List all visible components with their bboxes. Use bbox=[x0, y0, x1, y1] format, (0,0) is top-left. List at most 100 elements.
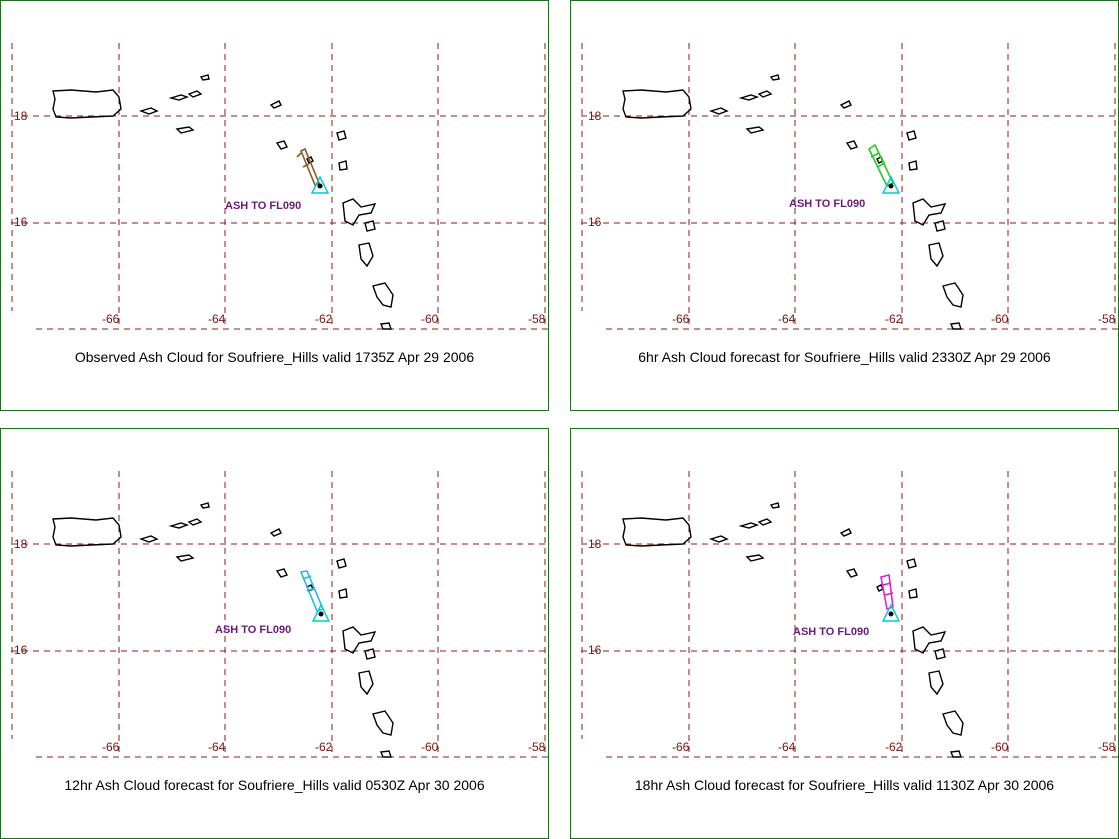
lon-label-66: -66 bbox=[672, 312, 690, 326]
island-puerto-rico bbox=[622, 89, 692, 119]
island-guadeloupe bbox=[342, 626, 377, 654]
map-canvas bbox=[581, 43, 1118, 330]
lat-label-16: 16 bbox=[588, 643, 602, 657]
island-vieques bbox=[708, 535, 729, 543]
ash-cloud-outline bbox=[867, 143, 895, 188]
island-virgin-islands-2 bbox=[757, 518, 773, 526]
island-anguilla bbox=[269, 528, 282, 537]
island-dominica bbox=[928, 670, 944, 696]
volcano-dot bbox=[317, 183, 323, 189]
island-virgin-islands-3 bbox=[199, 502, 210, 509]
lon-label-62: -62 bbox=[885, 740, 903, 754]
island-guadeloupe bbox=[912, 198, 947, 226]
map-canvas bbox=[11, 471, 548, 758]
island-st-kitts bbox=[845, 140, 858, 150]
island-barbuda bbox=[908, 588, 918, 599]
island-montserrat bbox=[306, 156, 314, 164]
volcano-marker bbox=[881, 603, 901, 622]
island-antigua bbox=[336, 558, 347, 569]
volcano-dot bbox=[888, 183, 894, 189]
lon-label-58: -58 bbox=[528, 312, 546, 326]
map-panel-observed: 18 16 -66 -64 -62 -60 -58 ASH TO FL090 O… bbox=[0, 0, 549, 411]
lon-label-60: -60 bbox=[991, 312, 1009, 326]
island-martinique bbox=[942, 282, 964, 308]
island-marie-galante bbox=[364, 648, 376, 660]
ash-label: ASH TO FL090 bbox=[793, 626, 870, 638]
lon-label-62: -62 bbox=[885, 312, 903, 326]
island-puerto-rico bbox=[52, 517, 122, 547]
map-canvas bbox=[581, 471, 1118, 758]
island-st-croix bbox=[175, 554, 195, 562]
island-virgin-islands-3 bbox=[769, 502, 780, 509]
lon-label-60: -60 bbox=[991, 740, 1009, 754]
island-barbuda bbox=[338, 588, 348, 599]
map-panel-18hr: 18 16 -66 -64 -62 -60 -58 ASH TO FL090 1… bbox=[570, 428, 1119, 839]
lon-label-58: -58 bbox=[1098, 740, 1116, 754]
lon-label-60: -60 bbox=[421, 312, 439, 326]
island-martinique bbox=[942, 710, 964, 736]
island-virgin-islands-1 bbox=[168, 94, 190, 101]
lat-label-18: 18 bbox=[588, 537, 602, 551]
lon-label-66: -66 bbox=[102, 740, 120, 754]
island-vieques bbox=[138, 535, 159, 543]
lon-label-62: -62 bbox=[315, 312, 333, 326]
volcano-marker bbox=[311, 603, 331, 622]
island-vieques bbox=[138, 107, 159, 115]
island-virgin-islands-3 bbox=[199, 74, 210, 81]
lat-label-18: 18 bbox=[588, 109, 602, 123]
volcano-marker bbox=[310, 175, 330, 194]
island-st-lucia bbox=[950, 322, 962, 330]
map-canvas bbox=[11, 43, 548, 330]
island-anguilla bbox=[839, 100, 852, 109]
lon-label-66: -66 bbox=[102, 312, 120, 326]
lon-label-66: -66 bbox=[672, 740, 690, 754]
island-virgin-islands-1 bbox=[168, 522, 190, 529]
island-dominica bbox=[928, 242, 944, 268]
island-antigua bbox=[906, 130, 917, 141]
island-anguilla bbox=[839, 528, 852, 537]
lat-label-16: 16 bbox=[14, 215, 28, 229]
island-guadeloupe bbox=[912, 626, 947, 654]
island-dominica bbox=[358, 670, 374, 696]
map-panel-12hr: 18 16 -66 -64 -62 -60 -58 ASH TO FL090 1… bbox=[0, 428, 549, 839]
island-virgin-islands-2 bbox=[187, 90, 203, 98]
lon-label-64: -64 bbox=[778, 740, 796, 754]
volcano-dot bbox=[888, 611, 894, 617]
island-st-kitts bbox=[845, 568, 858, 578]
ash-cloud-outline bbox=[880, 574, 894, 611]
lat-label-18: 18 bbox=[14, 537, 28, 551]
lat-label-16: 16 bbox=[14, 643, 28, 657]
ash-label: ASH TO FL090 bbox=[215, 624, 292, 636]
ash-label: ASH TO FL090 bbox=[789, 198, 866, 210]
island-barbuda bbox=[338, 160, 348, 171]
panel-caption: Observed Ash Cloud for Soufriere_Hills v… bbox=[74, 349, 475, 365]
island-dominica bbox=[358, 242, 374, 268]
panel-caption: 6hr Ash Cloud forecast for Soufriere_Hil… bbox=[638, 349, 1051, 365]
island-st-kitts bbox=[275, 140, 288, 150]
island-st-kitts bbox=[275, 568, 288, 578]
island-st-croix bbox=[745, 554, 765, 562]
island-guadeloupe bbox=[342, 198, 377, 226]
island-virgin-islands-3 bbox=[769, 74, 780, 81]
island-vieques bbox=[708, 107, 729, 115]
lat-label-16: 16 bbox=[588, 215, 602, 229]
island-antigua bbox=[336, 130, 347, 141]
island-puerto-rico bbox=[622, 517, 692, 547]
lon-label-60: -60 bbox=[421, 740, 439, 754]
lon-label-62: -62 bbox=[315, 740, 333, 754]
volcano-dot bbox=[318, 611, 324, 617]
map-panel-6hr: 18 16 -66 -64 -62 -60 -58 ASH TO FL090 6… bbox=[570, 0, 1119, 411]
island-martinique bbox=[372, 710, 394, 736]
island-anguilla bbox=[269, 100, 282, 109]
island-marie-galante bbox=[934, 220, 946, 232]
ash-label: ASH TO FL090 bbox=[225, 200, 302, 212]
ash-cloud-outline bbox=[296, 147, 321, 187]
island-virgin-islands-2 bbox=[187, 518, 203, 526]
panel-caption: 12hr Ash Cloud forecast for Soufriere_Hi… bbox=[64, 777, 485, 793]
lon-label-58: -58 bbox=[1098, 312, 1116, 326]
island-barbuda bbox=[908, 160, 918, 171]
lat-label-18: 18 bbox=[14, 109, 28, 123]
island-puerto-rico bbox=[52, 89, 122, 119]
island-st-croix bbox=[175, 126, 195, 134]
island-st-croix bbox=[745, 126, 765, 134]
